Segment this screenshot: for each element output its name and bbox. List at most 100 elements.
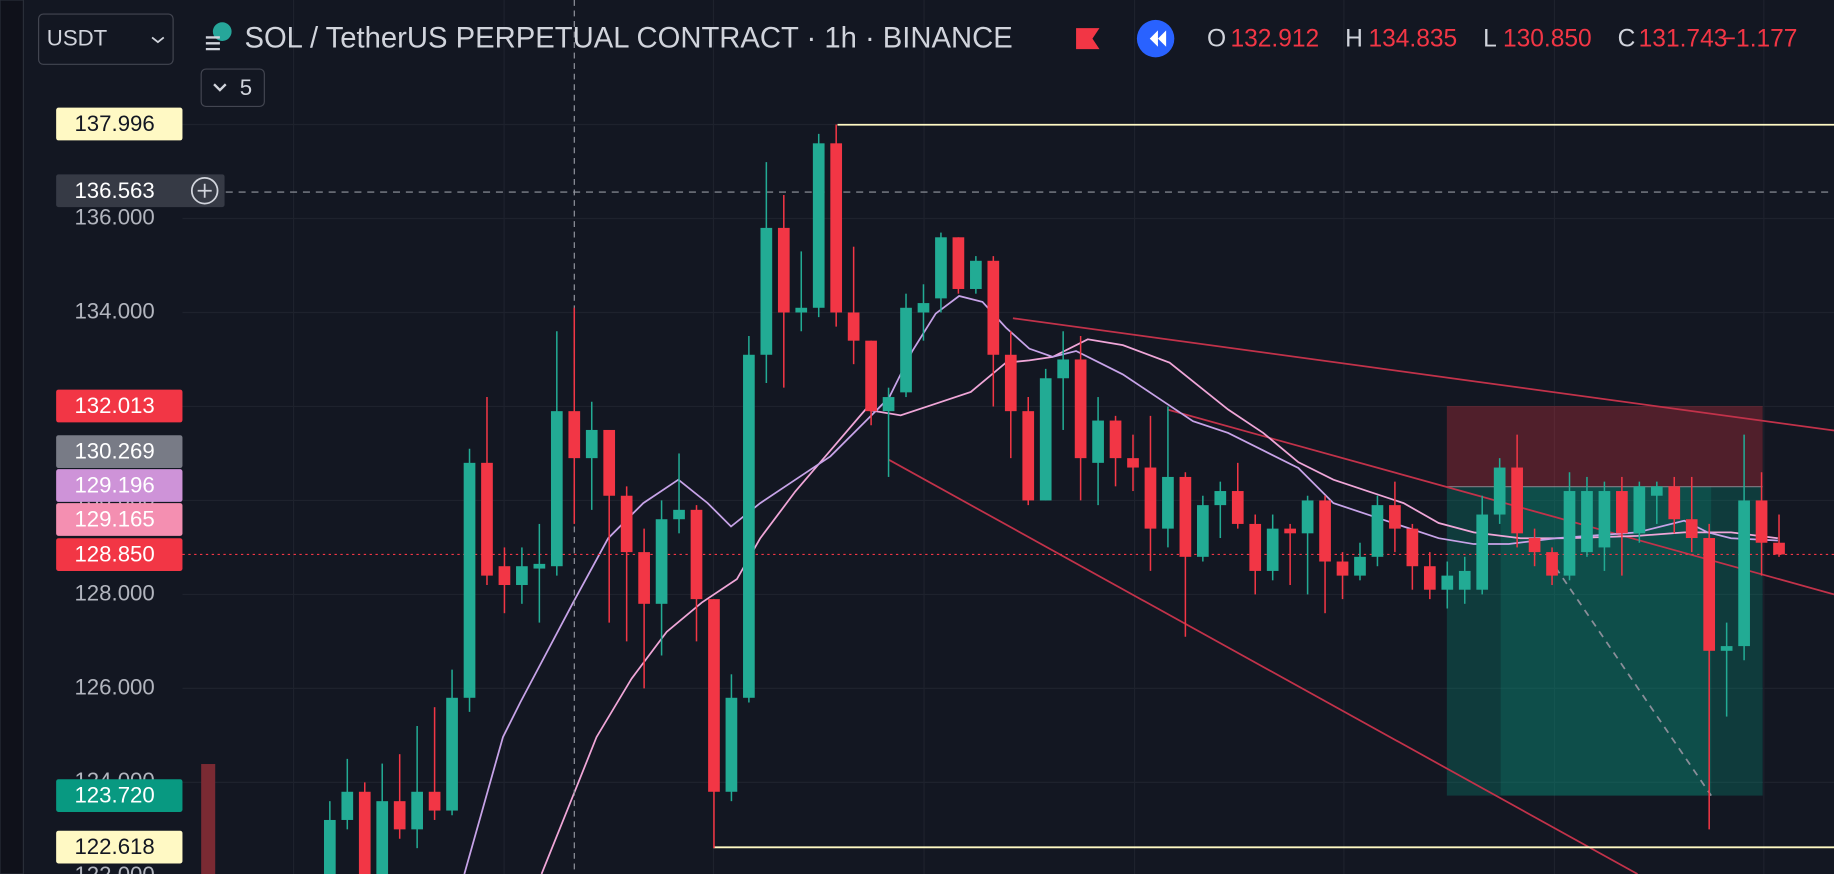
candle-body — [917, 303, 930, 313]
candle-body — [1563, 491, 1576, 576]
candle-body — [428, 791, 441, 811]
candle-body — [550, 411, 563, 567]
ohlc-value: 134.835 — [1368, 25, 1457, 52]
candle-body — [1546, 552, 1558, 576]
candle-body — [847, 312, 860, 341]
price-badge — [56, 830, 183, 864]
currency-select[interactable] — [38, 13, 174, 65]
candle-body — [1319, 500, 1331, 562]
candle-body — [830, 143, 843, 313]
candle-body — [1441, 575, 1454, 590]
candle-body — [568, 411, 581, 459]
candle-body — [1406, 528, 1419, 567]
candle-body — [970, 260, 982, 289]
candle-body — [1179, 476, 1192, 557]
candle-body — [812, 143, 825, 308]
volume-bar — [201, 764, 216, 874]
symbol-icon-lines — [205, 36, 220, 51]
ohlc-key: L — [1483, 25, 1497, 52]
candle-body — [1162, 476, 1174, 529]
candle-body — [1720, 646, 1733, 651]
change: −1.177 — [1722, 25, 1798, 52]
candle-body — [1633, 486, 1646, 534]
replay-icon — [1149, 30, 1167, 47]
candle-body — [1214, 491, 1227, 506]
candle-body — [1685, 519, 1698, 539]
price-badge-label: 132.013 — [74, 393, 154, 418]
ohlc-value: 131.743 — [1639, 25, 1728, 52]
candle-body — [1389, 505, 1401, 529]
candle-body — [358, 791, 371, 874]
price-badge — [56, 389, 183, 423]
candle-body — [673, 509, 685, 520]
candle-body — [952, 237, 965, 289]
symbol-title: SOL / TetherUS PERPETUAL CONTRACT · 1h ·… — [244, 22, 1012, 54]
candle-body — [1144, 467, 1157, 529]
ohlc-value: 132.912 — [1230, 25, 1319, 52]
candle-body — [1738, 500, 1750, 647]
candle-body — [1650, 486, 1663, 496]
y-tick-label: 122.000 — [74, 862, 154, 874]
candle-body — [463, 462, 476, 698]
indicators-toggle[interactable] — [200, 68, 265, 108]
candle-body — [411, 791, 423, 830]
flag[interactable] — [1076, 28, 1100, 50]
price-badge — [56, 779, 183, 812]
candle-body — [1284, 528, 1296, 534]
candle-body — [638, 552, 650, 604]
candle-body — [708, 599, 720, 792]
trend-line — [1012, 317, 1834, 432]
candle-body — [1703, 538, 1716, 651]
price-badge — [56, 107, 183, 141]
y-tick-label: 126.000 — [74, 674, 154, 699]
candle-body — [795, 307, 808, 313]
candle-body — [655, 519, 668, 604]
left-toolbar — [0, 0, 24, 874]
currency: USDT — [47, 26, 108, 51]
candle-body — [1092, 420, 1104, 463]
candle-body — [1301, 500, 1314, 534]
candle-body — [1231, 491, 1244, 524]
candle-body — [987, 260, 1000, 355]
ohlc-key: H — [1345, 25, 1363, 52]
candle-body — [446, 697, 458, 811]
price-badge-label: 136.563 — [74, 178, 154, 203]
price-badge — [56, 469, 183, 502]
y-tick-label: 128.000 — [74, 580, 154, 605]
candle-body — [1755, 500, 1768, 543]
candle-body — [323, 819, 336, 874]
candle-body — [1581, 491, 1593, 553]
price-badge-label: 129.196 — [74, 473, 154, 498]
candle-body — [1354, 556, 1366, 576]
candle-body — [900, 307, 912, 393]
candle-body — [1371, 505, 1384, 557]
candle-body — [341, 791, 354, 820]
candle-body — [1074, 359, 1087, 459]
ohlc-key: C — [1618, 25, 1636, 52]
candle-body — [1004, 354, 1017, 412]
candle-body — [1249, 523, 1262, 571]
candle-body — [1196, 505, 1209, 557]
ohlc-value: 130.850 — [1503, 25, 1592, 52]
candle-body — [1039, 378, 1052, 501]
candle-body — [1266, 528, 1279, 571]
candle-body — [1493, 467, 1506, 515]
candle-body — [743, 354, 755, 698]
candle-body — [1511, 467, 1523, 534]
candle-body — [516, 566, 528, 586]
candle-body — [481, 462, 493, 576]
candle-body — [1476, 514, 1489, 590]
price-badge-label: 137.996 — [74, 111, 154, 136]
add-button[interactable] — [190, 176, 219, 205]
candle-body — [1458, 570, 1471, 590]
indicators-count: 5 — [240, 75, 252, 100]
candle-body — [1057, 359, 1070, 379]
candle-body — [1528, 538, 1541, 553]
candle-body — [498, 566, 511, 586]
price-badge-label: 130.269 — [74, 439, 154, 464]
y-tick-label: 136.000 — [74, 204, 154, 229]
candle-body — [1109, 420, 1122, 459]
trend-line — [888, 459, 1638, 874]
